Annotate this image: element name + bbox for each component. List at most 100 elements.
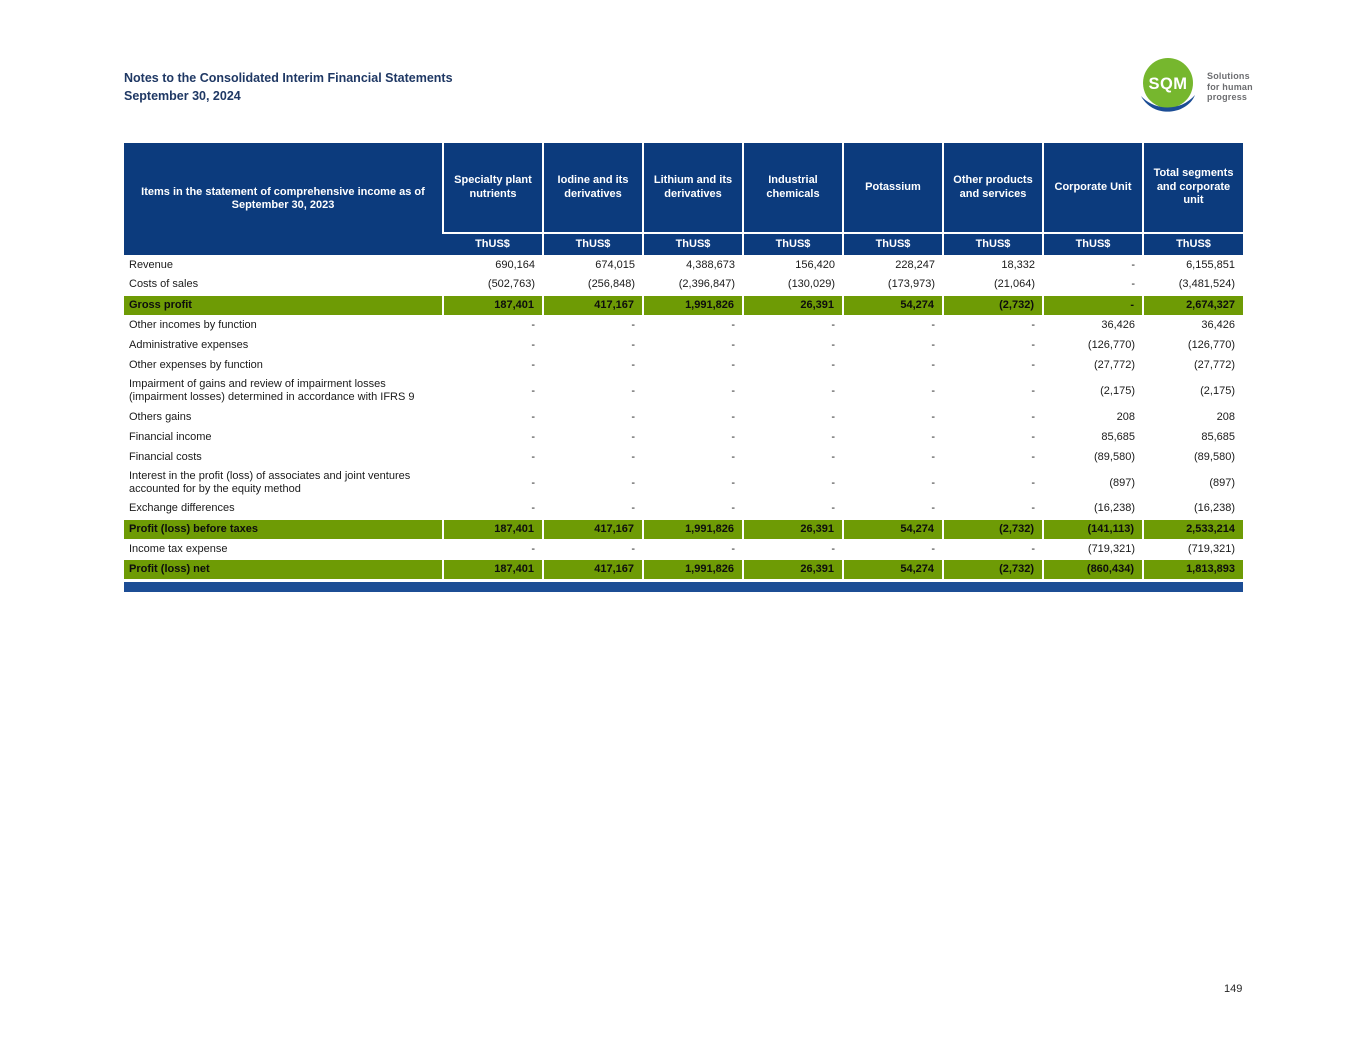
page-number: 149 <box>1224 983 1243 995</box>
row-value: 6,155,851 <box>1186 258 1235 271</box>
table-header-segment-4: Potassium <box>842 143 943 233</box>
row-value: 156,420 <box>795 258 835 271</box>
row-value: - <box>831 384 835 397</box>
row-value: (897) <box>1109 476 1135 489</box>
row-value: - <box>931 450 935 463</box>
row-value: - <box>631 542 635 555</box>
row-value: - <box>931 542 935 555</box>
row-label: Administrative expenses <box>129 338 249 351</box>
table-header-segment-1: Iodine and its derivatives <box>542 143 643 233</box>
table-row: Profit (loss) net 187,401 417,167 1,991,826… <box>124 558 1243 580</box>
row-value: - <box>1031 384 1035 397</box>
row-value: (3,481,524) <box>1178 278 1235 291</box>
row-value: - <box>731 384 735 397</box>
table-row: Others gains - - - - - - 208 208 <box>124 407 1243 427</box>
row-value: (27,772) <box>1094 358 1135 371</box>
logo-tagline: Solutions for human progress <box>1207 71 1253 103</box>
row-value: 54,274 <box>842 294 943 316</box>
row-value: - <box>731 410 735 423</box>
logo-tagline-line: progress <box>1207 92 1248 102</box>
row-value: 187,401 <box>442 558 543 580</box>
row-value: - <box>531 476 535 489</box>
table-row: Other expenses by function - - - - - - (27,772)… <box>124 355 1243 375</box>
row-value: (2,732) <box>942 558 1043 580</box>
row-label: Other incomes by function <box>129 318 257 331</box>
row-value: (16,238) <box>1194 502 1235 515</box>
row-value: 1,991,826 <box>642 294 743 316</box>
table-header-segment-5: Other products and services <box>942 143 1043 233</box>
row-value: - <box>931 338 935 351</box>
row-value: - <box>631 338 635 351</box>
row-value: - <box>931 502 935 515</box>
row-value: - <box>1031 542 1035 555</box>
table-row: Exchange differences - - - - - - (16,238) (16,23… <box>124 499 1243 519</box>
row-value: 187,401 <box>442 294 543 316</box>
row-value: - <box>531 318 535 331</box>
row-value: 187,401 <box>442 518 543 540</box>
row-label: Financial costs <box>129 450 202 463</box>
table-header-segment-2: Lithium and its derivatives <box>642 143 743 233</box>
row-value: - <box>931 318 935 331</box>
row-value: - <box>831 450 835 463</box>
row-value: 54,274 <box>842 518 943 540</box>
row-value: - <box>731 542 735 555</box>
row-label: Profit (loss) net <box>124 558 443 580</box>
row-label: Exchange differences <box>129 502 235 515</box>
document-date: September 30, 2024 <box>124 88 241 103</box>
row-value: 4,388,673 <box>686 258 735 271</box>
row-value: - <box>831 430 835 443</box>
row-value: - <box>1031 476 1035 489</box>
svg-text:SQM: SQM <box>1148 75 1187 93</box>
row-value: - <box>1131 278 1135 291</box>
table-row: Interest in the profit (loss) of associa… <box>124 467 1243 499</box>
sqm-logo: SQM Solutions for human progress <box>1138 58 1253 116</box>
table-row: Gross profit 187,401 417,167 1,991,826 26,39… <box>124 294 1243 316</box>
sqm-logo-icon: SQM <box>1141 58 1195 112</box>
row-value: - <box>1031 450 1035 463</box>
row-value: - <box>531 542 535 555</box>
segments-table: Items in the statement of comprehensive … <box>124 143 1243 580</box>
row-value: - <box>1042 294 1143 316</box>
row-value: (126,770) <box>1087 338 1135 351</box>
table-header-unit-2: ThUS$ <box>642 232 743 255</box>
row-value: - <box>631 318 635 331</box>
row-value: 26,391 <box>742 518 843 540</box>
row-value: - <box>531 358 535 371</box>
row-value: (2,175) <box>1100 384 1135 397</box>
row-value: (126,770) <box>1187 338 1235 351</box>
table-header-unit-3: ThUS$ <box>742 232 843 255</box>
table-header-segment-6: Corporate Unit <box>1042 143 1143 233</box>
row-value: 26,391 <box>742 558 843 580</box>
row-value: (21,064) <box>994 278 1035 291</box>
row-value: (256,848) <box>587 278 635 291</box>
row-value: - <box>931 384 935 397</box>
row-value: 417,167 <box>542 518 643 540</box>
row-label: Costs of sales <box>129 278 199 291</box>
row-value: - <box>1031 430 1035 443</box>
row-value: 208 <box>1116 410 1135 423</box>
row-label: Revenue <box>129 258 174 271</box>
row-value: - <box>531 338 535 351</box>
table-header-unit-1: ThUS$ <box>542 232 643 255</box>
table-header-unit-0: ThUS$ <box>443 232 543 255</box>
row-value: (2,732) <box>942 294 1043 316</box>
row-value: 417,167 <box>542 294 643 316</box>
row-value: - <box>731 358 735 371</box>
row-value: - <box>731 502 735 515</box>
row-value: (502,763) <box>487 278 535 291</box>
row-value: - <box>531 384 535 397</box>
row-value: 1,991,826 <box>642 558 743 580</box>
row-value: 228,247 <box>895 258 935 271</box>
row-label: Other expenses by function <box>129 358 263 371</box>
row-value: (141,113) <box>1042 518 1143 540</box>
row-value: (89,580) <box>1194 450 1235 463</box>
row-value: 18,332 <box>1001 258 1035 271</box>
row-value: 690,164 <box>495 258 535 271</box>
row-value: (173,973) <box>887 278 935 291</box>
table-header-unit-4: ThUS$ <box>842 232 943 255</box>
row-value: - <box>731 476 735 489</box>
row-value: - <box>531 410 535 423</box>
row-value: - <box>531 430 535 443</box>
row-value: 208 <box>1216 410 1235 423</box>
row-value: - <box>1031 338 1035 351</box>
